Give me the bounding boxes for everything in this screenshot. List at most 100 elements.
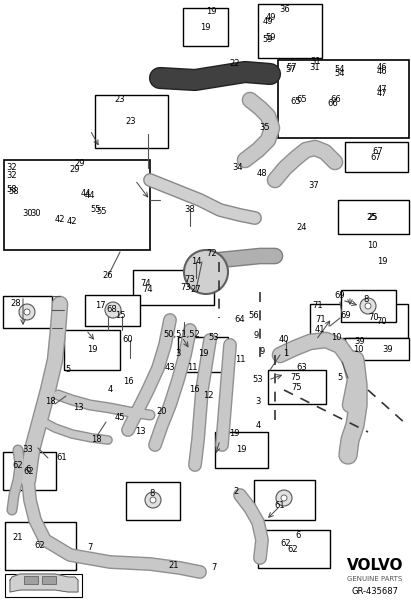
Text: 33: 33	[23, 445, 33, 454]
Text: 23: 23	[126, 118, 136, 126]
Text: 6: 6	[296, 531, 301, 540]
Bar	[338, 200, 409, 234]
Text: 8: 8	[149, 489, 155, 498]
Bar	[3, 296, 52, 328]
Text: 35: 35	[260, 123, 270, 132]
Text: 59: 59	[263, 35, 273, 44]
Text: 21: 21	[13, 534, 23, 543]
Text: 13: 13	[73, 403, 83, 412]
Text: 22: 22	[230, 59, 240, 69]
Text: 58: 58	[9, 188, 19, 197]
Text: 46: 46	[377, 64, 387, 73]
Text: 53: 53	[253, 376, 263, 385]
Text: 7: 7	[211, 564, 217, 573]
Text: 65: 65	[297, 96, 307, 105]
Text: 50,51,52: 50,51,52	[164, 329, 201, 338]
Text: 58: 58	[7, 186, 17, 195]
Text: 25: 25	[368, 213, 378, 222]
Text: 59: 59	[266, 34, 276, 43]
Circle shape	[360, 298, 376, 314]
Bar	[215, 432, 268, 468]
Bar	[254, 480, 315, 520]
Text: 74: 74	[143, 285, 153, 294]
Bar	[310, 304, 408, 338]
Text: 39: 39	[355, 338, 365, 347]
Text: 10: 10	[367, 242, 377, 251]
Text: 5: 5	[337, 373, 343, 382]
Bar	[341, 290, 396, 322]
Text: 29: 29	[70, 165, 80, 174]
Text: 75: 75	[291, 373, 301, 382]
Text: 34: 34	[233, 163, 243, 172]
Text: 70: 70	[369, 314, 379, 323]
Text: 18: 18	[45, 397, 55, 406]
Text: 42: 42	[55, 216, 65, 225]
Text: 2: 2	[233, 487, 239, 496]
Text: 73: 73	[180, 282, 192, 291]
Bar	[126, 482, 180, 520]
Text: 13: 13	[135, 427, 145, 436]
Text: 6: 6	[25, 466, 31, 475]
Text: 57: 57	[287, 64, 297, 73]
Text: 10: 10	[353, 346, 363, 355]
Text: 9: 9	[259, 347, 265, 356]
Circle shape	[145, 492, 161, 508]
Bar	[345, 338, 409, 360]
Text: 71: 71	[313, 302, 323, 311]
Bar	[345, 142, 408, 172]
Bar	[5, 522, 76, 570]
Circle shape	[365, 303, 371, 309]
Text: 48: 48	[257, 169, 267, 178]
Circle shape	[105, 302, 121, 318]
Circle shape	[24, 309, 30, 315]
Text: 30: 30	[23, 210, 33, 219]
Text: 19: 19	[206, 7, 216, 16]
Text: 27: 27	[191, 285, 201, 294]
Text: 44: 44	[81, 189, 91, 198]
Text: 20: 20	[157, 407, 167, 416]
Text: 66: 66	[330, 96, 342, 105]
Text: 24: 24	[297, 224, 307, 233]
Text: 42: 42	[67, 218, 77, 227]
Bar	[278, 60, 409, 138]
Text: 60: 60	[123, 335, 133, 344]
Text: 23: 23	[115, 96, 125, 105]
Text: 10: 10	[331, 334, 341, 343]
Text: GR-435687: GR-435687	[351, 588, 399, 597]
Text: 56: 56	[249, 311, 259, 320]
Text: 19: 19	[236, 445, 246, 454]
Text: 66: 66	[328, 100, 338, 109]
Text: 67: 67	[373, 147, 383, 156]
Text: 62: 62	[35, 542, 45, 551]
Text: 36: 36	[279, 5, 291, 14]
Bar	[5, 574, 82, 597]
Text: 32: 32	[7, 171, 17, 180]
Text: 55: 55	[91, 206, 101, 215]
Bar	[3, 452, 56, 490]
Text: 54: 54	[335, 66, 345, 75]
Bar	[258, 4, 322, 58]
Text: 57: 57	[286, 66, 296, 75]
Text: 63: 63	[297, 364, 307, 373]
Bar	[183, 8, 228, 46]
Text: 19: 19	[200, 22, 210, 31]
Text: 21: 21	[169, 561, 179, 570]
Text: GENUINE PARTS: GENUINE PARTS	[347, 576, 403, 582]
Bar	[133, 270, 214, 305]
Text: 64: 64	[235, 316, 245, 325]
Text: 49: 49	[266, 13, 276, 22]
Text: 29: 29	[75, 159, 85, 168]
Text: 25: 25	[367, 213, 377, 222]
Text: 67: 67	[371, 153, 381, 162]
Text: 69: 69	[335, 291, 345, 300]
Circle shape	[150, 497, 156, 503]
Circle shape	[281, 495, 287, 501]
Bar	[95, 95, 168, 148]
Text: 43: 43	[165, 364, 175, 373]
Text: 61: 61	[57, 454, 67, 463]
Text: 73: 73	[185, 275, 195, 284]
Text: 62: 62	[281, 540, 291, 549]
Text: 72: 72	[207, 249, 217, 258]
Text: 26: 26	[103, 272, 113, 281]
Bar	[4, 160, 150, 250]
